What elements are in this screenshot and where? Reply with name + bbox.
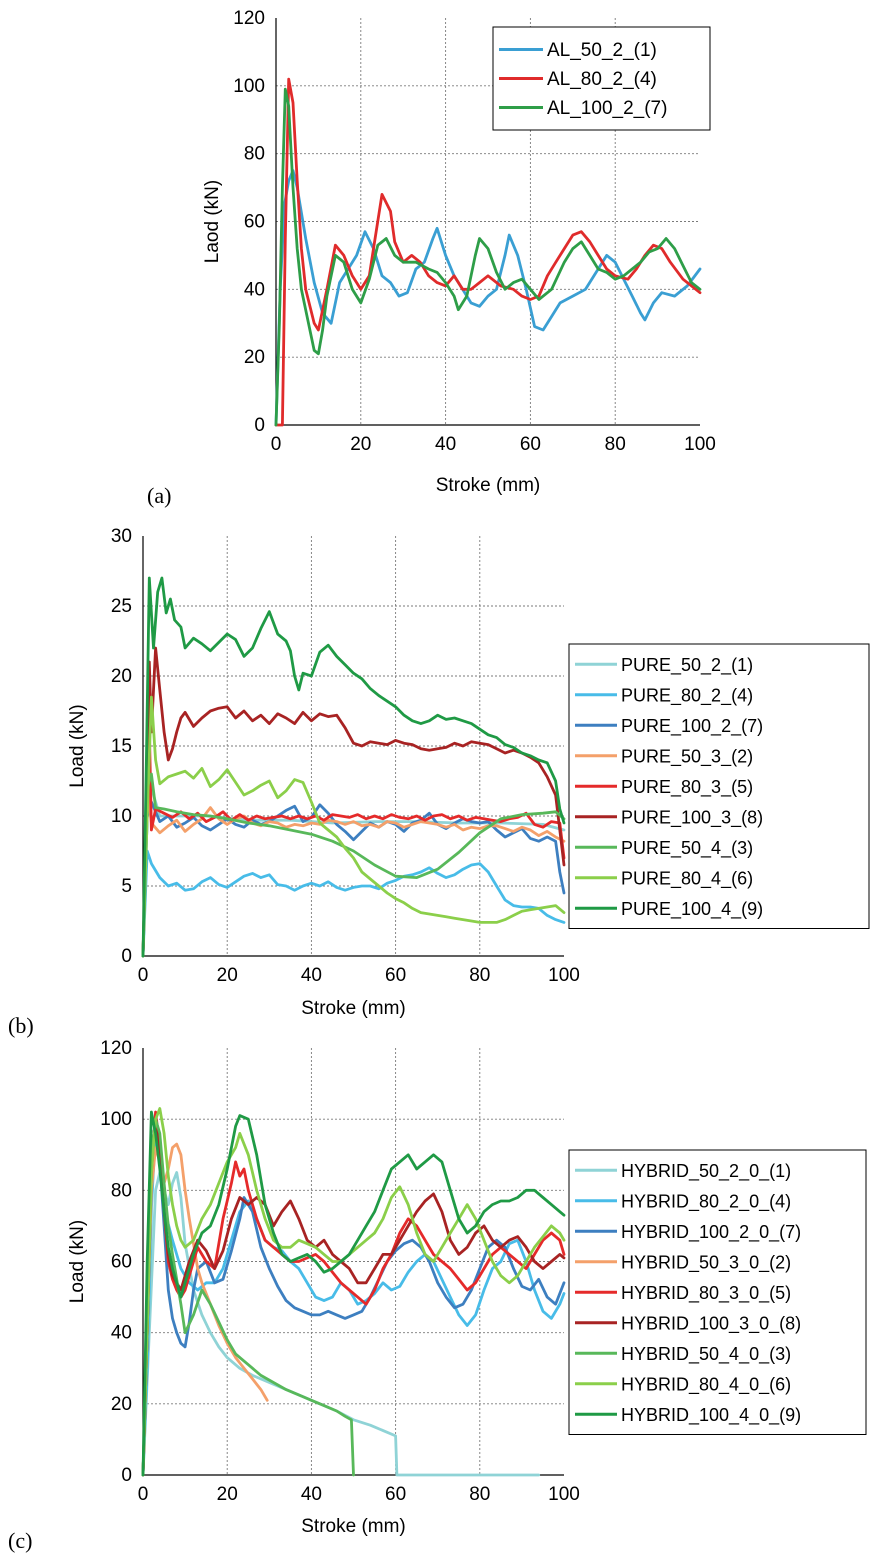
panel-b-series-line-4 xyxy=(141,786,566,958)
panel-b-y-tick-label: 15 xyxy=(111,736,132,757)
panel-c-legend-box xyxy=(568,1149,867,1435)
panel-b-legend-label: PURE_100_3_(8) xyxy=(621,807,763,828)
panel-b-legend-label: PURE_80_4_(6) xyxy=(621,868,753,889)
panel-b-x-tick-label: 40 xyxy=(301,965,322,986)
panel-b-x-tick-label: 20 xyxy=(217,965,238,986)
panel-b-x-tick-label: 0 xyxy=(138,965,149,986)
panel-a-x-tick-label: 40 xyxy=(435,434,456,455)
panel-c-x-tick-label: 100 xyxy=(548,1484,580,1505)
panel-c-x-tick-label: 80 xyxy=(469,1484,490,1505)
panel-b-y-tick-label: 10 xyxy=(111,806,132,827)
panel-a-y-tick-label: 100 xyxy=(233,76,265,97)
panel-a-x-tick-label: 20 xyxy=(350,434,371,455)
panel-b-legend-label: PURE_100_4_(9) xyxy=(621,899,763,920)
panel-b-y-axis-label: Load (kN) xyxy=(67,704,88,787)
panel-c-legend-label: HYBRID_50_4_0_(3) xyxy=(621,1344,791,1365)
panel-c-legend-label: HYBRID_100_4_0_(9) xyxy=(621,1405,801,1426)
panel-a-legend-label: AL_50_2_(1) xyxy=(547,40,657,61)
panel-c-legend-label: HYBRID_80_4_0_(6) xyxy=(621,1374,791,1395)
panel-a-legend-label: AL_80_2_(4) xyxy=(547,69,657,90)
panel-c-y-tick-label: 40 xyxy=(111,1323,132,1344)
panel-a-x-tick-label: 100 xyxy=(684,434,716,455)
panel-b-legend-box xyxy=(568,643,870,929)
panel-a-y-tick-label: 0 xyxy=(254,415,265,436)
panel-b-series-line-7 xyxy=(141,772,566,958)
panel-a-y-tick-label: 20 xyxy=(244,347,265,368)
panel-b-y-tick-label: 20 xyxy=(111,666,132,687)
panel-a-chart: 0 20 40 60 80 100 0 20 40 60 80 100 120 Stroke (mm) La… xyxy=(202,8,716,496)
panel-c-y-tick-label: 60 xyxy=(111,1252,132,1273)
panel-b-y-tick-label: 25 xyxy=(111,596,132,617)
panel-c-y-tick-label: 120 xyxy=(100,1038,132,1059)
panel-label-b: (b) xyxy=(8,1013,34,1038)
panel-c-legend-label: HYBRID_100_3_0_(8) xyxy=(621,1313,801,1334)
panel-c-y-axis-label: Load (kN) xyxy=(67,1220,88,1303)
panel-c-x-tick-label: 60 xyxy=(385,1484,406,1505)
panel-b-x-tick-label: 100 xyxy=(548,965,580,986)
panel-c-series-line-9 xyxy=(141,1110,566,1477)
panel-c-x-tick-label: 0 xyxy=(138,1484,149,1505)
panel-b-y-tick-label: 5 xyxy=(121,876,132,897)
panel-b-legend-label: PURE_50_4_(3) xyxy=(621,838,753,859)
panel-c-series-line-3 xyxy=(141,1117,566,1477)
panel-label-c: (c) xyxy=(8,1528,32,1553)
panel-c-legend-label: HYBRID_80_3_0_(5) xyxy=(621,1283,791,1304)
panel-b-y-tick-label: 30 xyxy=(111,526,132,547)
panel-b-series-line-9 xyxy=(141,576,566,958)
panel-c-x-axis-label: Stroke (mm) xyxy=(301,1516,406,1537)
panel-c-y-tick-label: 80 xyxy=(111,1180,132,1201)
panel-b-legend-label: PURE_50_3_(2) xyxy=(621,746,753,767)
panel-b-legend-label: PURE_50_2_(1) xyxy=(621,655,753,676)
panel-c-series-line-8 xyxy=(141,1107,566,1477)
panel-c-y-tick-label: 0 xyxy=(121,1465,132,1486)
panel-a-series-line-3 xyxy=(274,87,702,427)
panel-a-y-axis-label: Laod (kN) xyxy=(202,180,223,263)
panel-c-legend-label: HYBRID_50_2_0_(1) xyxy=(621,1161,791,1182)
panel-c-chart: 0 20 40 60 80 100 0 20 40 60 80 100 120 Stroke (mm) Lo… xyxy=(67,1038,867,1537)
panel-b-x-tick-label: 60 xyxy=(385,965,406,986)
panel-b-legend-label: PURE_80_3_(5) xyxy=(621,777,753,798)
panel-b-series-line-3 xyxy=(141,800,566,958)
panel-a-series-line-1 xyxy=(274,169,702,427)
panel-a-y-tick-label: 80 xyxy=(244,144,265,165)
panel-b-y-tick-label: 0 xyxy=(121,946,132,967)
panel-b-series-line-6 xyxy=(141,646,566,958)
panel-a-y-tick-label: 120 xyxy=(233,8,265,29)
panel-b-x-tick-label: 80 xyxy=(469,965,490,986)
panel-a-x-tick-label: 80 xyxy=(605,434,626,455)
panel-c-x-tick-label: 20 xyxy=(217,1484,238,1505)
panel-c-y-tick-label: 20 xyxy=(111,1394,132,1415)
panel-c-legend-label: HYBRID_80_2_0_(4) xyxy=(621,1191,791,1212)
panel-b-legend-label: PURE_100_2_(7) xyxy=(621,716,763,737)
panel-c-y-tick-label: 100 xyxy=(100,1109,132,1130)
panel-c-legend-label: HYBRID_100_2_0_(7) xyxy=(621,1222,801,1243)
panel-a-x-axis-label: Stroke (mm) xyxy=(436,475,541,496)
panel-a-x-tick-label: 0 xyxy=(271,434,282,455)
panel-b-legend-label: PURE_80_2_(4) xyxy=(621,685,753,706)
panel-c-series-line-2 xyxy=(141,1128,566,1477)
panel-a-y-tick-label: 40 xyxy=(244,279,265,300)
panel-a-legend-label: AL_100_2_(7) xyxy=(547,98,667,119)
panel-b-series-line-8 xyxy=(141,695,566,958)
panel-a-series-line-2 xyxy=(274,77,702,427)
panel-b-x-axis-label: Stroke (mm) xyxy=(301,998,406,1019)
panel-c-series-line-5 xyxy=(141,1110,566,1477)
panel-c-x-tick-label: 40 xyxy=(301,1484,322,1505)
panel-label-a: (a) xyxy=(147,483,171,508)
panel-c-series-line-7 xyxy=(141,1117,355,1477)
panel-b-chart: 0 20 40 60 80 100 0 5 10 15 20 25 30 Stroke (mm) Load … xyxy=(67,526,870,1019)
panel-b-series-line-2 xyxy=(141,849,566,958)
panel-a-x-tick-label: 60 xyxy=(520,434,541,455)
panel-c-legend-label: HYBRID_50_3_0_(2) xyxy=(621,1252,791,1273)
panel-a-y-tick-label: 60 xyxy=(244,212,265,233)
